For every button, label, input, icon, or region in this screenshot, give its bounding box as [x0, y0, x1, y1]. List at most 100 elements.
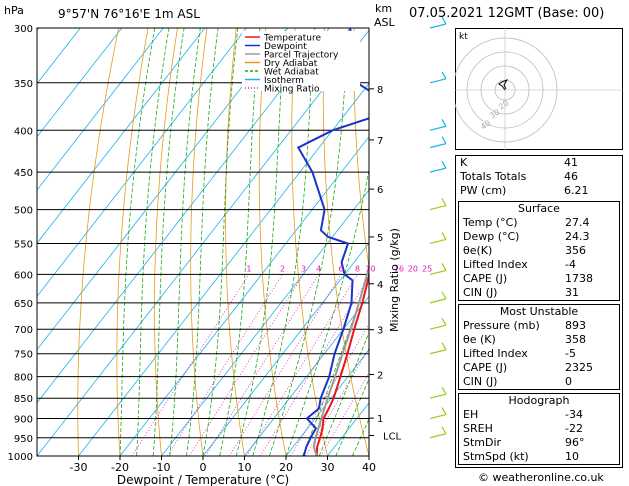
- wind-barb: [429, 393, 447, 399]
- pressure-tick-label: 900: [14, 415, 33, 426]
- index-row: Totals Totals 46: [456, 170, 624, 184]
- index-row: SREH -22: [459, 422, 625, 436]
- wind-barb-feather: [441, 232, 447, 240]
- x-tick-label: 20: [279, 461, 293, 474]
- x-tick-label: 0: [200, 461, 207, 474]
- surface-table: Temp (°C) 27.4 Dewp (°C) 24.3 θe(K) 356 Lifted…: [459, 216, 625, 300]
- mixing-ratio-labels: 1 2 3 4 6 8 10 16 20 25: [246, 264, 432, 273]
- index-row: CAPE (J) 2325: [459, 361, 625, 375]
- km-tick-label: 6: [377, 185, 383, 196]
- index-row: StmDir 96°: [459, 436, 625, 450]
- dry-adiabat-line: [225, 28, 245, 456]
- index-value: 1738: [565, 272, 593, 285]
- pressure-tick-label: 750: [14, 350, 33, 361]
- mixing-ratio-line: [205, 274, 320, 456]
- wind-barb-feather: [441, 386, 447, 395]
- dry-adiabat-line: [353, 28, 369, 271]
- wind-barb-feather: [441, 160, 447, 169]
- wind-barb-feather: [441, 342, 447, 351]
- index-value: 356: [565, 244, 586, 257]
- index-label: θe (K): [463, 333, 496, 346]
- timestamp: 07.05.2021 12GMT (Base: 00): [409, 6, 605, 21]
- index-value: 0: [565, 375, 572, 388]
- index-row: EH -34: [459, 408, 625, 422]
- wind-barb-feather: [441, 136, 447, 144]
- pressure-tick-label: 950: [14, 434, 33, 445]
- series-line-dewpoint: [296, 28, 369, 456]
- km-tick-label: 5: [377, 233, 383, 244]
- indices-panel: K 41 Totals Totals 46 PW (cm) 6.21 Surface Te…: [455, 155, 623, 468]
- x-tick-label: 40: [362, 461, 376, 474]
- mixing-ratio-label: 2: [280, 264, 285, 273]
- index-label: Lifted Index: [463, 347, 528, 360]
- mixing-ratio-label: 3: [301, 264, 306, 273]
- x-tick-label: 10: [238, 461, 252, 474]
- index-row: CIN (J) 0: [459, 375, 625, 389]
- mixing-ratio-label: 25: [422, 264, 432, 273]
- isotherm-line: [37, 28, 164, 191]
- index-value: 46: [564, 170, 578, 183]
- mixing-ratio-label: 6: [338, 264, 343, 273]
- pressure-tick-label: 700: [14, 325, 33, 336]
- surface-box: Surface Temp (°C) 27.4 Dewp (°C) 24.3 θe(K) 3…: [458, 201, 620, 301]
- isotherm-line: [119, 136, 369, 456]
- lcl-label: LCL: [383, 432, 402, 443]
- isotherm-line: [37, 29, 369, 456]
- km-tick-label: 2: [377, 370, 383, 381]
- hodograph-unit: kt: [459, 32, 468, 42]
- indices-table: K 41 Totals Totals 46 PW (cm) 6.21: [456, 156, 624, 198]
- index-value: 41: [564, 156, 578, 169]
- index-row: Temp (°C) 27.4: [459, 216, 625, 230]
- index-row: Lifted Index -5: [459, 347, 625, 361]
- index-label: Temp (°C): [463, 216, 518, 229]
- legend-label: Mixing Ratio: [264, 85, 320, 95]
- isotherm-line: [161, 189, 369, 456]
- wind-barb: [429, 205, 447, 211]
- index-row: K 41: [456, 156, 624, 170]
- index-row: θe (K) 358: [459, 333, 625, 347]
- index-row: Lifted Index -4: [459, 258, 625, 272]
- index-label: StmDir: [463, 436, 502, 449]
- index-label: Dewp (°C): [463, 230, 520, 243]
- lcl-marker: LCL: [369, 432, 402, 443]
- credit: © weatheronline.co.uk: [478, 471, 604, 484]
- index-value: 24.3: [565, 230, 590, 243]
- dry-adiabat-line: [77, 28, 119, 456]
- km-tick-label: 4: [377, 280, 383, 291]
- wind-barb: [429, 125, 447, 131]
- wet-adiabat-line: [136, 28, 170, 456]
- legend-label: Wet Adiabat: [264, 68, 319, 78]
- wind-barb: [429, 413, 447, 420]
- index-row: StmSpd (kt) 10: [459, 450, 625, 464]
- x-tick-label: -10: [153, 461, 171, 474]
- index-value: 10: [565, 450, 579, 463]
- height-unit-line2: ASL: [374, 16, 396, 29]
- wind-barb-feather: [441, 198, 447, 206]
- legend-label: Parcel Trajectory: [264, 51, 339, 61]
- wet-adiabat-line: [219, 28, 261, 456]
- index-label: Totals Totals: [460, 170, 527, 183]
- isotherm-line: [78, 82, 369, 456]
- isotherm-line: [244, 295, 369, 456]
- index-value: -22: [565, 422, 583, 435]
- wind-barb-feather: [441, 426, 447, 435]
- legend-background: [242, 31, 360, 91]
- mixing-ratio-label: 16: [394, 264, 404, 273]
- wind-barb: [429, 143, 447, 149]
- dry-adiabat-line: [154, 28, 178, 456]
- index-value: 27.4: [565, 216, 590, 229]
- surface-title: Surface: [518, 202, 560, 215]
- mixing-ratio-line: [189, 274, 304, 456]
- km-tick-label: 8: [377, 85, 383, 96]
- wind-barb-feather: [441, 16, 447, 25]
- pressure-tick-label: 600: [14, 270, 33, 281]
- hodograph-box: Hodograph EH -34 SREH -22 StmDir 96° StmSpd (k…: [458, 393, 620, 465]
- km-tick-label: 1: [377, 414, 383, 425]
- index-row: CAPE (J) 1738: [459, 272, 625, 286]
- series-line-parcel-trajectory: [312, 263, 369, 456]
- index-row: Pressure (mb) 893: [459, 319, 625, 333]
- pressure-tick-label: 450: [14, 168, 33, 179]
- index-value: -34: [565, 408, 583, 421]
- isotherm-line: [37, 28, 330, 404]
- wind-barb: [429, 324, 447, 330]
